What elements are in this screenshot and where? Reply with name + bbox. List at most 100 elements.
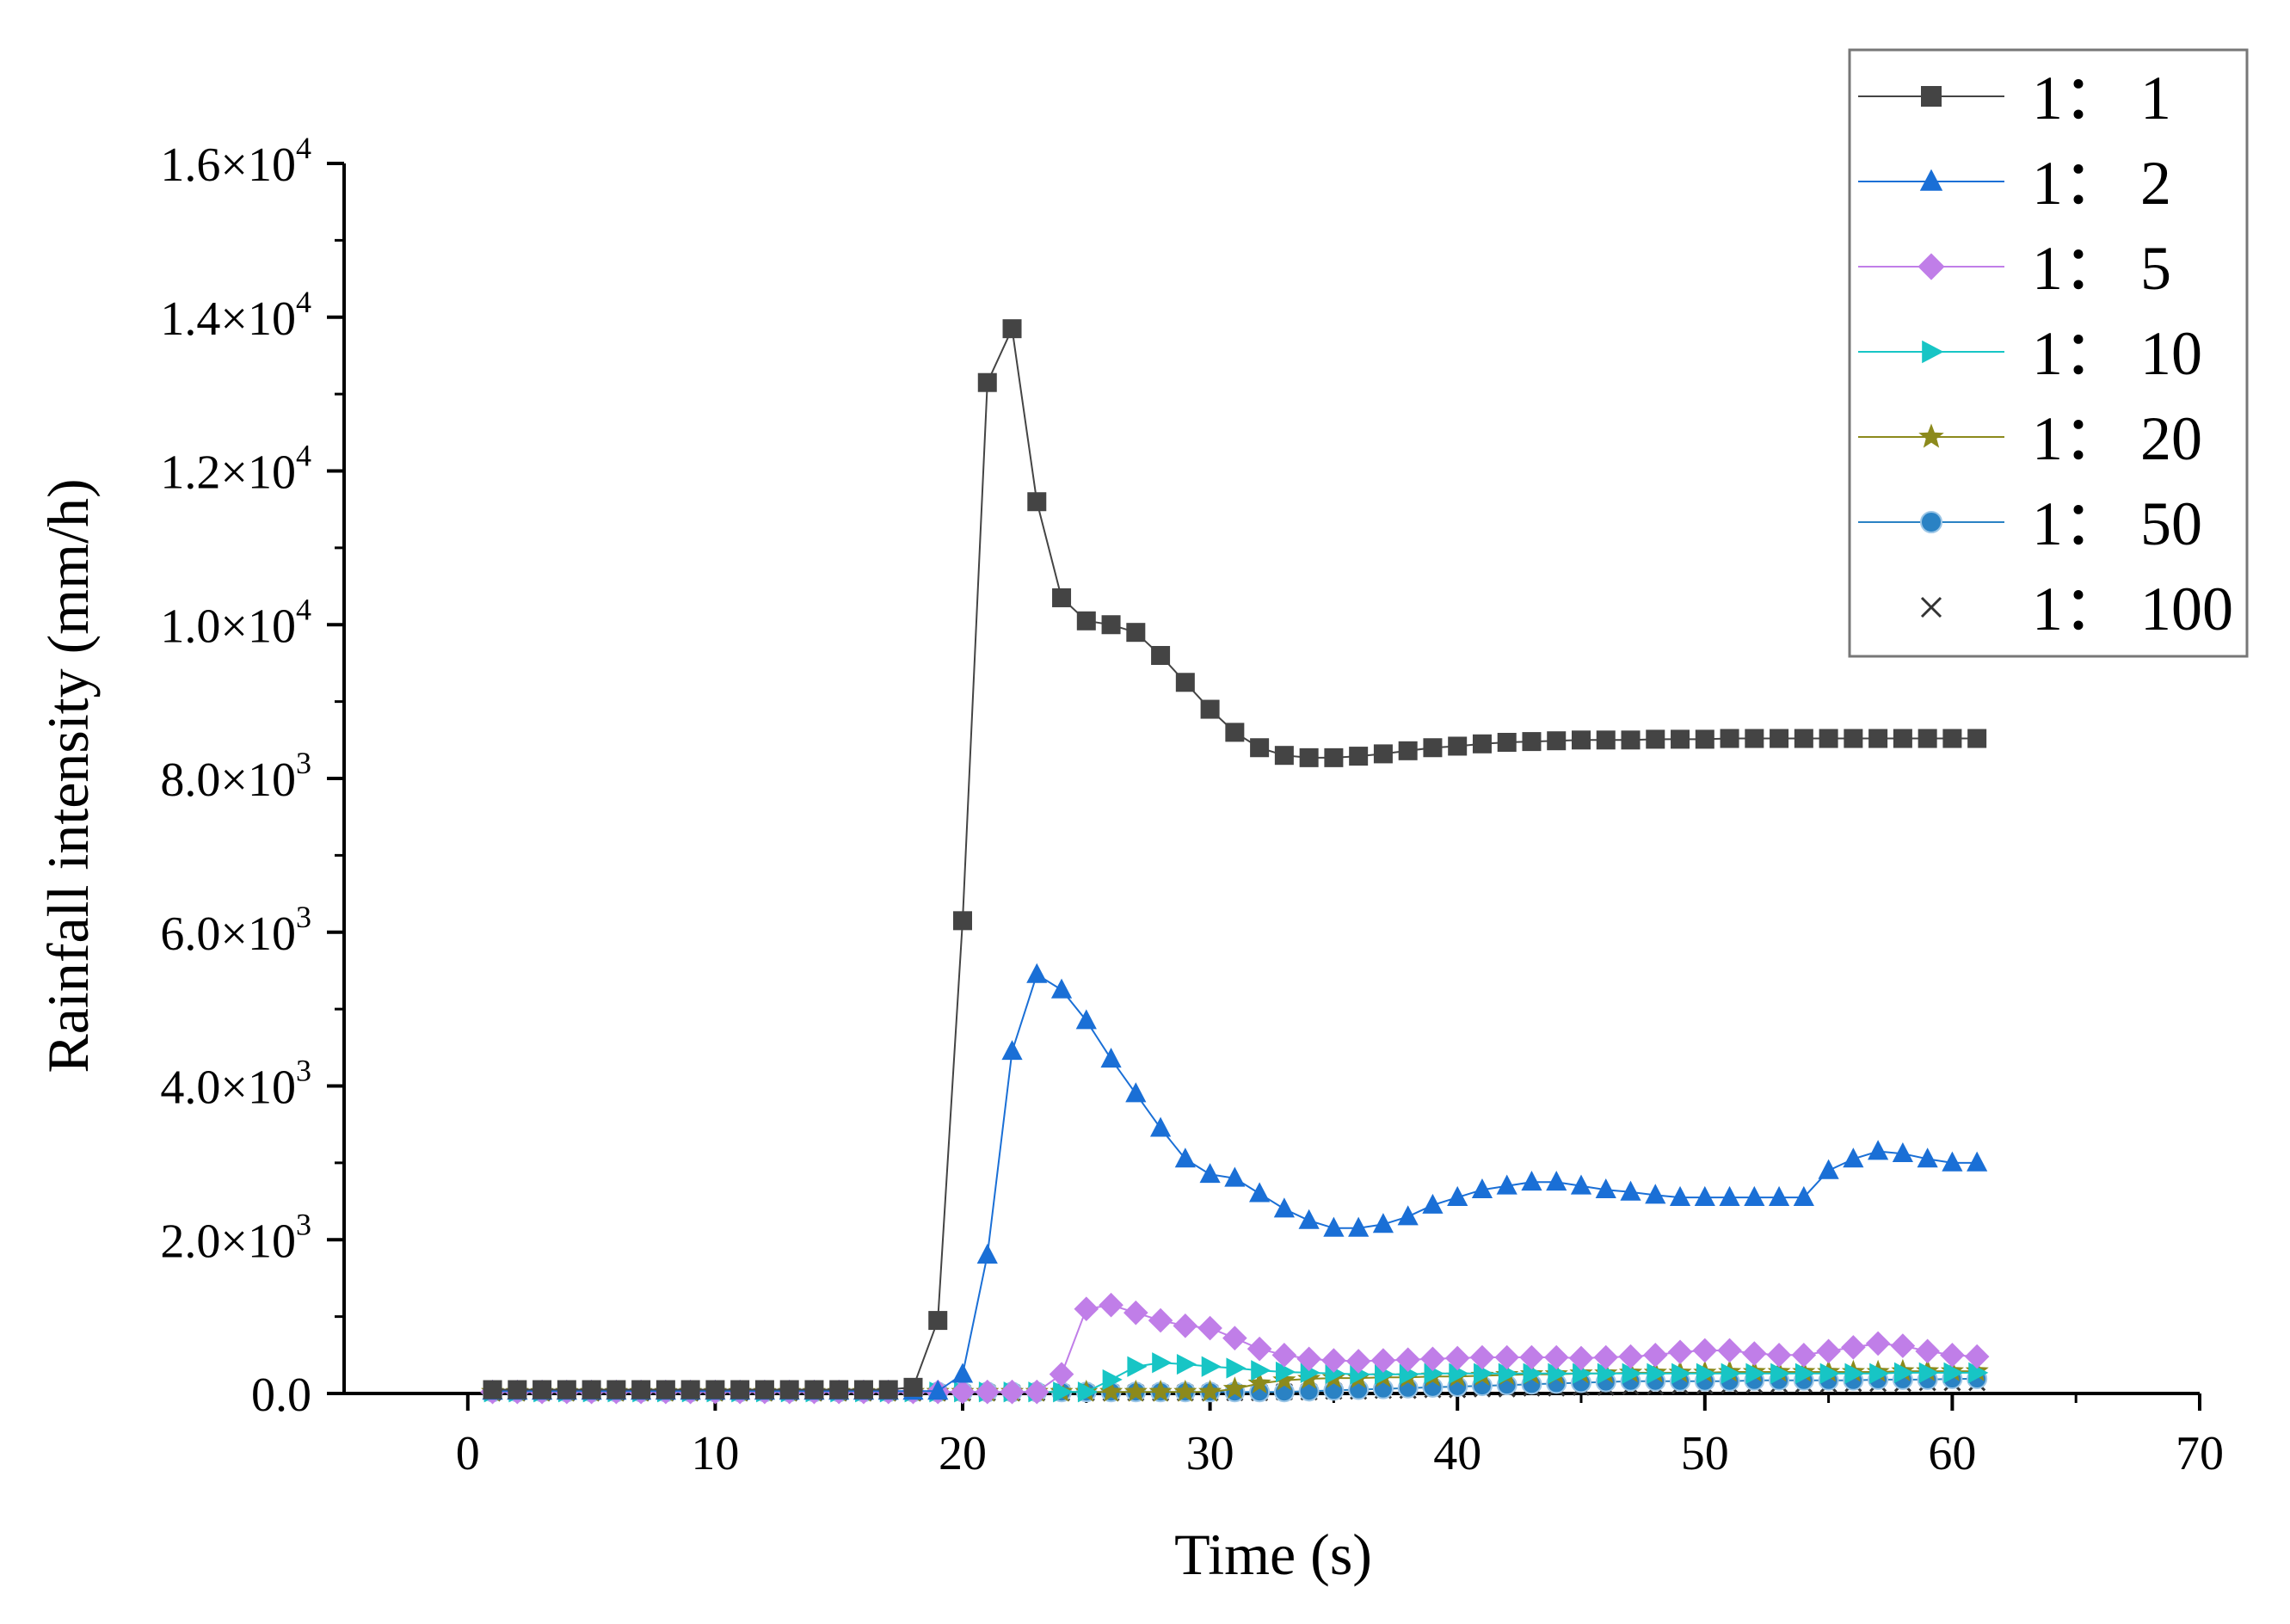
data-point [1049,1362,1074,1387]
data-point [1027,492,1047,512]
data-point [1791,1343,1817,1368]
data-point [1422,1193,1444,1214]
data-point [582,1380,601,1399]
data-point [1548,1363,1568,1384]
data-point [1869,1363,1890,1384]
data-point [1348,1216,1370,1237]
data-point [1050,978,1073,999]
data-point [1717,1338,1742,1363]
data-point [1920,511,1942,533]
data-point [1918,1362,1939,1383]
data-point [1076,611,1096,631]
data-point [1474,1363,1494,1384]
data-point [1397,1205,1419,1226]
data-point [1271,1343,1297,1368]
data-point [1844,1363,1865,1384]
data-point [1696,1363,1716,1384]
data-point [1621,730,1641,750]
data-point [1523,1363,1543,1384]
y-tick-label: 1.6×104 [160,131,311,192]
data-point [1865,1331,1891,1356]
data-point [1547,731,1567,751]
data-point [1126,623,1146,643]
data-point [1251,1360,1271,1381]
data-point [1521,1171,1542,1191]
data-point [1695,729,1714,749]
data-point [1841,1335,1866,1360]
data-point [1423,738,1443,758]
data-point [1692,1338,1718,1363]
data-point [1469,1344,1495,1370]
y-tick-label: 0.0 [251,1369,311,1422]
data-point [1546,1171,1567,1191]
data-point [1573,1363,1593,1384]
data-point [1917,1147,1938,1168]
data-point [1226,1357,1247,1379]
data-point [1272,1368,1296,1391]
data-point [1745,1363,1766,1384]
data-point [1819,1363,1840,1384]
data-point [975,1379,1000,1405]
data-point [1890,1333,1916,1358]
data-point [1793,1185,1814,1206]
data-point [754,1380,774,1399]
data-point [1919,169,1943,191]
data-point [1224,1166,1246,1187]
legend-item: 1： 2 [1858,149,2171,218]
data-point [1173,1379,1197,1402]
data-point [1173,1313,1198,1338]
data-point [1199,1163,1221,1184]
data-point [1249,1182,1271,1203]
x-tick-label: 50 [1681,1427,1729,1480]
data-point [1471,1178,1493,1199]
data-point [1296,1346,1321,1372]
data-point [1275,1361,1296,1383]
data-point [1399,1363,1419,1385]
data-point [1543,1344,1569,1370]
data-point [1645,1184,1666,1204]
x-tick-label: 0 [456,1427,480,1480]
data-point [1568,1345,1594,1371]
data-point [1818,1159,1839,1179]
data-point [1622,1363,1642,1384]
y-tick-label: 1.0×104 [160,592,311,653]
data-point [1893,1362,1915,1383]
y-tick-label: 1.2×104 [160,439,311,500]
data-point [1967,1151,1988,1172]
data-point [1448,736,1468,756]
data-point [1940,1343,1965,1368]
data-point [1593,1344,1619,1370]
data-point [1671,1363,1692,1384]
data-point [1053,1381,1074,1403]
x-axis-title: Time (s) [1174,1522,1372,1587]
data-point [705,1380,725,1399]
data-point [1745,729,1764,748]
data-point [1200,699,1220,719]
data-point [1893,729,1912,748]
data-point [1766,1343,1792,1368]
data-point [656,1380,675,1399]
data-point [1321,1348,1346,1373]
data-point [1345,1349,1371,1374]
legend-frame [1848,48,2249,658]
data-point [1721,1363,1741,1384]
y-tick-label: 8.0×103 [160,746,311,807]
chart-axes: 0 10 20 30 40 50 60 70 0.0 2.0×103 4.0×103 6.0×103 8… [160,131,2224,1480]
data-point [1370,1348,1396,1373]
data-point [1274,746,1294,766]
x-tick-label: 70 [2176,1427,2224,1480]
data-point [1372,1213,1394,1233]
legend-label: 1： 100 [2032,575,2233,643]
data-point [1298,1381,1320,1402]
legend-label: 1： 5 [2032,234,2171,303]
data-point [1099,1292,1123,1318]
data-point [1298,1209,1320,1229]
data-point [1942,1151,1963,1172]
y-tick-label: 2.0×103 [160,1207,311,1268]
data-point [1024,1379,1050,1405]
data-point [1152,1352,1173,1374]
data-point [1444,1345,1470,1371]
data-point [1026,963,1048,983]
data-point [976,1243,998,1264]
data-point [1123,1300,1148,1326]
